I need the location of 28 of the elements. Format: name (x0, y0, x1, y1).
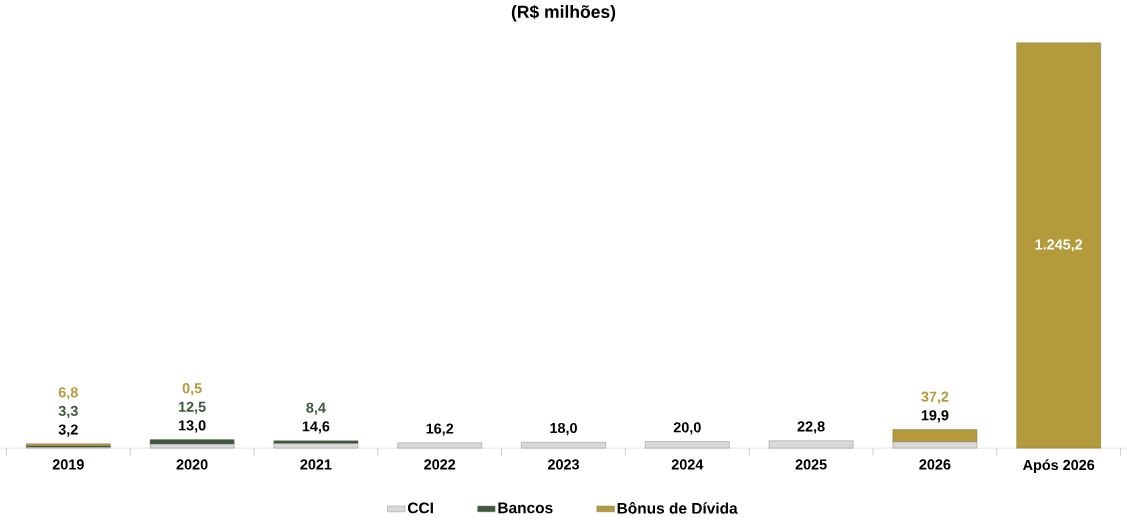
data-label: 37,2 (921, 391, 949, 404)
data-label: 22,8 (797, 421, 825, 434)
x-tick-label: 2024 (671, 459, 704, 470)
data-label: 0,5 (182, 383, 202, 396)
data-label: 12,5 (178, 401, 206, 415)
x-tick-label: 2022 (424, 459, 456, 470)
data-label: 3,3 (58, 405, 78, 419)
data-label: 16,2 (426, 423, 454, 436)
data-label: 19,9 (921, 410, 949, 423)
data-label: 1.245,2 (1035, 239, 1083, 252)
x-tick-label: 2021 (300, 459, 332, 470)
data-label: 14,6 (302, 421, 330, 434)
chart-title: (R$ milhões) (511, 4, 616, 22)
x-tick-label: 2025 (795, 459, 827, 470)
x-tick-label: Após 2026 (1023, 459, 1095, 473)
data-label: 18,0 (550, 422, 577, 436)
legend-label: CCI (407, 502, 433, 514)
data-label: 20,0 (673, 422, 701, 435)
data-label: 8,4 (306, 402, 326, 416)
x-tick-label: 2023 (547, 459, 580, 470)
data-label: 13,0 (178, 420, 206, 433)
legend-label: Bancos (498, 502, 553, 514)
x-tick-label: 2026 (919, 459, 951, 470)
data-label: 6,8 (58, 387, 78, 400)
data-label: 3,2 (58, 424, 78, 437)
legend-label: Bônus de Dívida (617, 502, 738, 514)
x-tick-label: 2019 (52, 459, 84, 470)
x-tick-label: 2020 (176, 459, 208, 470)
